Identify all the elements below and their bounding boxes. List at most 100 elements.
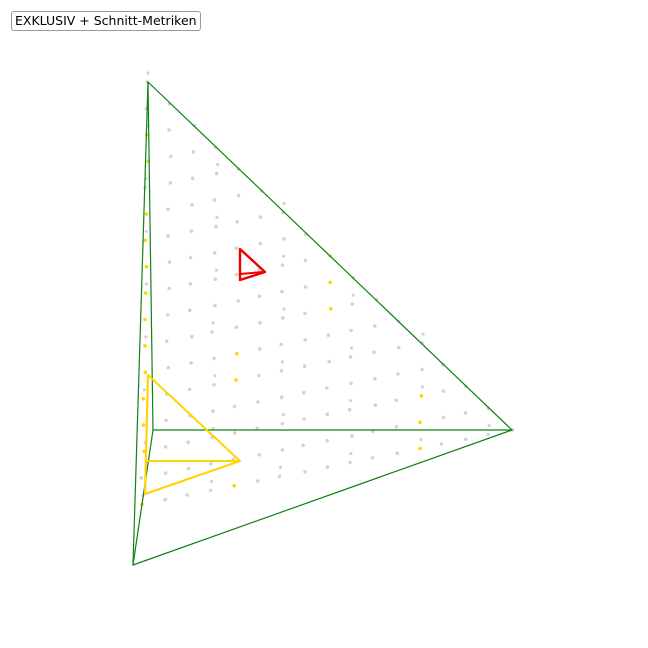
- highlight-point: [235, 351, 239, 356]
- point: [325, 386, 329, 390]
- point: [302, 417, 307, 421]
- point: [144, 229, 148, 233]
- point: [282, 237, 286, 241]
- red-triangle: [238, 247, 267, 282]
- point: [191, 150, 196, 154]
- red-intersection-triangle: [238, 247, 267, 282]
- point: [303, 258, 308, 263]
- point: [277, 474, 282, 479]
- point: [372, 350, 376, 355]
- point: [396, 345, 401, 350]
- point: [189, 361, 193, 365]
- point: [188, 308, 192, 313]
- point: [303, 285, 308, 289]
- point: [209, 462, 213, 466]
- point: [350, 302, 355, 306]
- point: [347, 407, 352, 412]
- point: [280, 263, 285, 268]
- point: [167, 260, 172, 264]
- highlight-point: [141, 396, 146, 401]
- point: [420, 367, 424, 372]
- point: [139, 476, 144, 480]
- highlight-point: [141, 423, 146, 427]
- point: [419, 438, 423, 442]
- point: [282, 201, 286, 206]
- point: [208, 488, 213, 493]
- point: [487, 424, 491, 428]
- point: [213, 374, 217, 378]
- point: [234, 246, 239, 250]
- point: [210, 330, 214, 334]
- point: [486, 432, 490, 437]
- point: [463, 411, 468, 415]
- point: [186, 440, 190, 445]
- point: [282, 307, 286, 311]
- point: [167, 286, 171, 291]
- point: [439, 442, 444, 446]
- point: [279, 342, 284, 347]
- point: [212, 251, 217, 255]
- point: [349, 381, 353, 386]
- point: [281, 254, 286, 258]
- point: [349, 346, 354, 350]
- point: [255, 426, 260, 431]
- point: [325, 465, 330, 469]
- highlight-point: [144, 212, 149, 216]
- point: [236, 193, 241, 198]
- point: [349, 399, 353, 403]
- point: [395, 451, 400, 456]
- point: [167, 128, 171, 132]
- point: [257, 373, 261, 378]
- highlight-point: [418, 446, 422, 451]
- point: [213, 303, 217, 308]
- point: [211, 321, 215, 325]
- plot-title: EXKLUSIV + Schnitt-Metriken: [11, 11, 201, 31]
- point: [255, 479, 260, 483]
- point: [163, 471, 168, 476]
- point: [349, 328, 353, 333]
- point: [187, 387, 192, 392]
- point: [370, 456, 375, 460]
- tetrahedron-edge: [132, 81, 149, 566]
- highlight-point: [144, 264, 149, 269]
- point: [164, 339, 169, 344]
- point: [348, 355, 353, 359]
- point: [215, 215, 219, 219]
- highlight-point: [418, 420, 422, 425]
- point: [186, 466, 191, 471]
- point: [373, 324, 377, 328]
- point: [214, 268, 218, 272]
- point: [216, 163, 220, 167]
- point: [280, 360, 285, 364]
- point: [168, 181, 173, 185]
- highlight-point: [143, 238, 148, 243]
- point: [327, 359, 332, 364]
- point: [280, 289, 284, 294]
- yellow-triangle: [144, 374, 241, 495]
- point: [278, 465, 283, 469]
- point: [280, 448, 285, 452]
- point: [279, 369, 284, 373]
- point: [212, 383, 216, 387]
- point: [394, 425, 399, 429]
- point: [350, 434, 354, 438]
- tetrahedron-edges: [132, 81, 513, 566]
- point: [281, 413, 285, 417]
- point: [166, 365, 171, 370]
- point: [258, 241, 263, 246]
- point: [326, 333, 331, 338]
- point: [257, 294, 262, 299]
- point: [394, 398, 399, 403]
- point: [258, 320, 262, 325]
- point: [236, 299, 241, 303]
- point: [164, 418, 168, 423]
- point: [189, 229, 194, 233]
- point: [144, 335, 148, 339]
- point: [441, 415, 446, 420]
- point: [301, 443, 305, 448]
- point: [214, 224, 218, 229]
- tetrahedron-edge: [132, 429, 154, 566]
- point: [211, 409, 215, 414]
- point: [212, 198, 217, 202]
